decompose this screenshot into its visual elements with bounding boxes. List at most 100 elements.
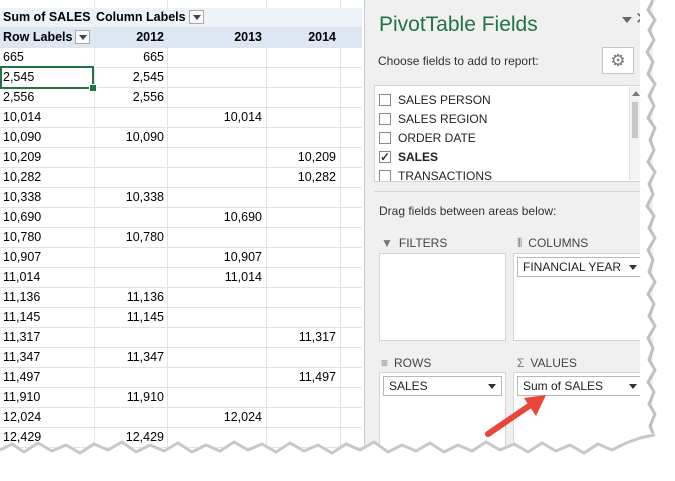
row-label-cell[interactable]: 10,014 (3, 110, 42, 124)
row-label-cell[interactable]: 11,014 (3, 270, 41, 284)
column-labels-caption[interactable]: Column Labels (96, 10, 186, 24)
column-labels-filter-button[interactable] (189, 10, 204, 24)
fill-handle[interactable] (89, 84, 97, 92)
row-label-cell[interactable]: 11,497 (3, 370, 41, 384)
row-label-cell[interactable]: 10,690 (3, 210, 42, 224)
values-field-pill[interactable]: Sum of SALES (517, 376, 643, 396)
value-cell-2013[interactable]: 11,014 (224, 270, 262, 284)
gear-icon[interactable]: ⚙ (602, 47, 634, 74)
row-label-cell[interactable]: 10,282 (3, 170, 42, 184)
value-cell-2012[interactable] (92, 248, 164, 267)
row-label-cell[interactable]: 2,556 (3, 90, 35, 104)
row-labels-caption[interactable]: Row Labels (3, 30, 73, 44)
value-cell-2014[interactable]: 11,317 (298, 330, 336, 344)
field-list-scrollbar[interactable] (629, 87, 640, 180)
columns-field-pill[interactable]: FINANCIAL YEAR (517, 257, 643, 277)
pane-divider[interactable] (374, 191, 641, 192)
value-cell-2012[interactable]: 10,338 (125, 190, 164, 204)
value-cell-2014[interactable] (264, 188, 336, 207)
year-header-2014[interactable]: 2014 (308, 30, 336, 44)
row-label-cell[interactable]: 10,209 (3, 150, 42, 164)
chevron-down-icon[interactable] (629, 384, 637, 389)
row-label-cell[interactable]: 11,910 (3, 390, 41, 404)
year-header-2013[interactable]: 2013 (234, 30, 262, 44)
value-cell-2013[interactable] (166, 188, 262, 207)
chevron-down-icon[interactable] (488, 384, 496, 389)
row-label-cell[interactable]: 10,338 (3, 190, 42, 204)
value-cell-2012[interactable]: 11,347 (126, 350, 164, 364)
value-cell-2014[interactable] (264, 108, 336, 127)
value-cell-2013[interactable] (166, 88, 262, 107)
value-cell-2014[interactable] (264, 228, 336, 247)
value-cell-2013[interactable] (166, 48, 262, 67)
value-cell-2014[interactable] (264, 408, 336, 427)
value-cell-2013[interactable] (166, 128, 262, 147)
row-label-cell[interactable]: 10,090 (3, 130, 42, 144)
value-cell-2012[interactable]: 12,429 (125, 430, 164, 444)
value-cell-2013[interactable] (166, 148, 262, 167)
columns-drop-area[interactable]: FINANCIAL YEAR (513, 253, 643, 341)
value-cell-2014[interactable] (264, 388, 336, 407)
field-item-order-date[interactable]: ORDER DATE (379, 129, 476, 148)
value-cell-2013[interactable] (166, 168, 262, 187)
checkbox[interactable] (379, 169, 391, 181)
value-cell-2012[interactable] (92, 328, 164, 347)
field-item-sales[interactable]: SALES (379, 148, 438, 167)
value-cell-2012[interactable]: 11,145 (126, 310, 164, 324)
row-label-cell[interactable]: 11,145 (3, 310, 41, 324)
value-cell-2013[interactable]: 12,024 (223, 410, 262, 424)
row-label-cell[interactable]: 11,317 (3, 330, 41, 344)
value-cell-2012[interactable] (92, 148, 164, 167)
checkbox[interactable] (379, 112, 391, 125)
row-label-cell[interactable]: 12,024 (3, 410, 42, 424)
value-cell-2012[interactable] (92, 108, 164, 127)
value-cell-2012[interactable]: 11,136 (126, 290, 164, 304)
value-cell-2012[interactable]: 665 (143, 50, 164, 64)
value-cell-2013[interactable] (166, 228, 262, 247)
row-label-cell[interactable]: 11,136 (3, 290, 41, 304)
field-item-sales-region[interactable]: SALES REGION (379, 110, 487, 129)
rows-drop-area[interactable]: SALES (379, 372, 506, 452)
value-cell-2012[interactable] (92, 368, 164, 387)
year-header-2012[interactable]: 2012 (136, 30, 164, 44)
field-item-transactions[interactable]: TRANSACTIONS (379, 167, 492, 181)
scrollbar-thumb[interactable] (632, 102, 638, 138)
filters-drop-area[interactable] (379, 253, 506, 341)
value-cell-2012[interactable] (92, 268, 164, 287)
value-cell-2012[interactable]: 2,556 (132, 90, 164, 104)
value-cell-2013[interactable]: 10,014 (223, 110, 262, 124)
chevron-down-icon[interactable] (629, 265, 637, 270)
checkbox[interactable] (379, 93, 391, 106)
row-label-cell[interactable]: 665 (3, 50, 24, 64)
value-cell-2013[interactable] (166, 68, 262, 87)
value-cell-2014[interactable] (264, 68, 336, 87)
value-cell-2014[interactable] (264, 248, 336, 267)
row-label-cell[interactable]: 10,907 (3, 250, 42, 264)
value-cell-2012[interactable] (92, 208, 164, 227)
value-cell-2012[interactable]: 10,780 (125, 230, 164, 244)
value-cell-2014[interactable]: 10,209 (297, 150, 336, 164)
value-cell-2012[interactable]: 2,545 (132, 70, 164, 84)
rows-field-pill[interactable]: SALES (383, 376, 502, 396)
value-cell-2014[interactable] (264, 48, 336, 67)
value-cell-2014[interactable]: 10,282 (297, 170, 336, 184)
value-cell-2014[interactable] (264, 88, 336, 107)
value-cell-2014[interactable] (264, 268, 336, 287)
value-cell-2014[interactable] (264, 308, 336, 327)
value-cell-2012[interactable]: 10,090 (125, 130, 164, 144)
value-cell-2012[interactable] (92, 168, 164, 187)
row-label-cell[interactable]: 10,780 (3, 230, 42, 244)
checkbox-checked[interactable] (379, 148, 391, 167)
value-cell-2014[interactable] (264, 348, 336, 367)
field-item-sales-person[interactable]: SALES PERSON (379, 91, 491, 110)
value-cell-2014[interactable]: 11,497 (298, 370, 336, 384)
value-cell-2013[interactable] (166, 308, 262, 327)
value-cell-2012[interactable]: 11,910 (126, 390, 164, 404)
value-cell-2014[interactable] (264, 208, 336, 227)
value-cell-2014[interactable] (264, 128, 336, 147)
row-label-cell[interactable]: 11,347 (3, 350, 41, 364)
value-cell-2012[interactable] (92, 408, 164, 427)
value-cell-2014[interactable] (264, 288, 336, 307)
row-label-cell[interactable]: 2,545 (3, 70, 35, 84)
value-cell-2013[interactable] (166, 348, 262, 367)
